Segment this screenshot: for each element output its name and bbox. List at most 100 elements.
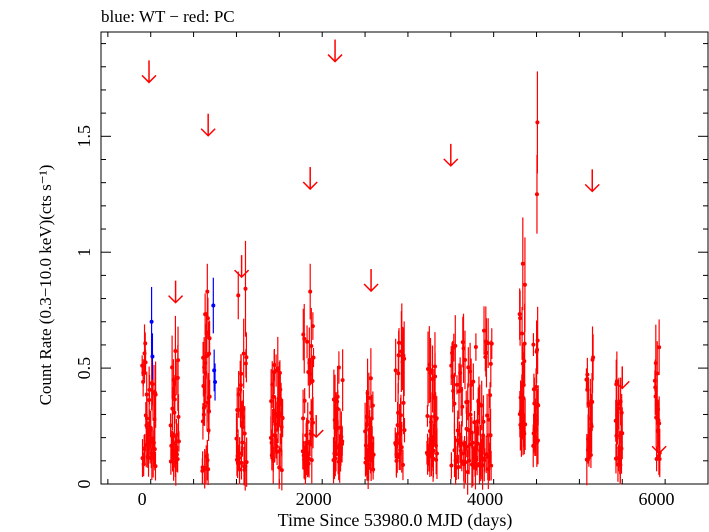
pc-point [309, 410, 314, 415]
pc-point [205, 400, 210, 405]
wt-point [212, 368, 217, 373]
pc-point [451, 388, 456, 393]
pc-point [433, 374, 438, 379]
pc-point [653, 385, 658, 390]
upper-limit-arrows [141, 39, 667, 455]
pc-point [311, 420, 316, 425]
pc-point [618, 399, 623, 404]
pc-point [471, 379, 476, 384]
pc-point [334, 427, 339, 432]
pc-point [462, 357, 467, 362]
pc-point [480, 463, 485, 468]
pc-point [271, 457, 276, 462]
pc-point [588, 452, 593, 457]
pc-point [309, 417, 314, 422]
pc-point [279, 425, 284, 430]
pc-point [243, 286, 248, 291]
pc-point [588, 416, 593, 421]
pc-point [144, 423, 149, 428]
pc-point [241, 415, 246, 420]
pc-point [467, 458, 472, 463]
pc-point [432, 364, 437, 369]
pc-point [309, 344, 314, 349]
pc-point [585, 372, 590, 377]
pc-point [280, 416, 285, 421]
pc-point [306, 461, 311, 466]
upper-limit-arrow-head [308, 429, 324, 439]
pc-point [449, 363, 454, 368]
pc-point [236, 293, 241, 298]
pc-point [534, 192, 539, 197]
pc-point [427, 362, 432, 367]
pc-point [243, 464, 248, 469]
pc-point [620, 431, 625, 436]
pc-point [338, 425, 343, 430]
data-points [140, 120, 662, 474]
pc-point [365, 462, 370, 467]
pc-point [340, 378, 345, 383]
error-bars [141, 71, 661, 495]
pc-point [588, 403, 593, 408]
pc-point [518, 409, 523, 414]
x-axis-label: Time Since 53980.0 MJD (days) [278, 510, 513, 531]
pc-point [399, 341, 404, 346]
pc-point [523, 422, 528, 427]
pc-point [466, 365, 471, 370]
pc-point [339, 434, 344, 439]
pc-point [481, 433, 486, 438]
pc-point [274, 444, 279, 449]
pc-point [200, 419, 205, 424]
pc-point [475, 419, 480, 424]
pc-point [459, 451, 464, 456]
pc-point [533, 426, 538, 431]
pc-point [170, 406, 175, 411]
pc-point [401, 400, 406, 405]
pc-point [452, 401, 457, 406]
pc-point [367, 422, 372, 427]
pc-point [366, 395, 371, 400]
pc-point [237, 467, 242, 472]
pc-point [396, 410, 401, 415]
pc-point [469, 430, 474, 435]
pc-point [395, 455, 400, 460]
y-tick-label: 1.5 [74, 125, 94, 148]
pc-point [367, 427, 372, 432]
pc-point [619, 446, 624, 451]
pc-point [465, 399, 470, 404]
pc-point [239, 371, 244, 376]
pc-point [585, 387, 590, 392]
pc-point [310, 324, 315, 329]
pc-point [173, 349, 178, 354]
upper-limit-arrow-head [234, 269, 250, 279]
pc-point [203, 371, 208, 376]
x-tick-label: 2000 [296, 489, 332, 509]
pc-point [168, 459, 173, 464]
pc-point [269, 440, 274, 445]
pc-point [452, 448, 457, 453]
pc-point [533, 418, 538, 423]
upper-limit-arrow-head [327, 54, 343, 63]
pc-point [485, 413, 490, 418]
pc-point [236, 392, 241, 397]
pc-point [399, 445, 404, 450]
upper-limit-arrow-head [363, 283, 379, 293]
pc-point [175, 457, 180, 462]
pc-point [535, 347, 540, 352]
pc-point [302, 398, 307, 403]
pc-point [335, 407, 340, 412]
pc-point [272, 362, 277, 367]
pc-point [150, 436, 155, 441]
pc-point [401, 353, 406, 358]
pc-point [366, 466, 371, 471]
pc-point [655, 371, 660, 376]
pc-point [531, 443, 536, 448]
pc-point [240, 425, 245, 430]
pc-point [479, 445, 484, 450]
pc-point [656, 407, 661, 412]
pc-point [278, 387, 283, 392]
pc-point [429, 420, 434, 425]
pc-point [474, 446, 479, 451]
x-tick-label: 0 [138, 489, 147, 509]
pc-point [272, 433, 277, 438]
